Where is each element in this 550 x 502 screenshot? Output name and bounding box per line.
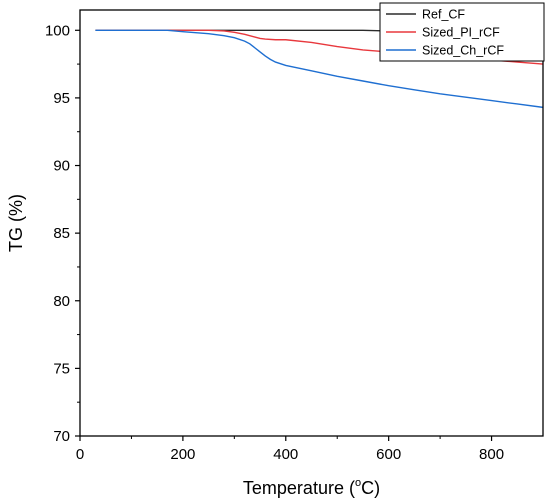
x-axis-title-prefix: Temperature ( xyxy=(243,478,355,498)
series-line-3 xyxy=(95,29,544,109)
x-tick-label: 600 xyxy=(376,446,401,463)
legend-label-1: Ref_CF xyxy=(422,8,465,22)
legend-label-2: Sized_PI_rCF xyxy=(422,26,500,40)
y-tick-label: 100 xyxy=(45,22,70,39)
x-tick-label: 800 xyxy=(479,446,504,463)
y-axis-title: TG (%) xyxy=(6,194,26,252)
plot-frame xyxy=(79,9,544,437)
y-tick-label: 80 xyxy=(53,293,70,310)
x-tick-label: 0 xyxy=(76,446,84,463)
y-tick-label: 75 xyxy=(53,360,70,377)
x-tick-label: 200 xyxy=(170,446,195,463)
x-axis-title-suffix: C) xyxy=(361,478,380,498)
x-axis-title: Temperature (oC) xyxy=(243,477,380,498)
legend: Ref_CF Sized_PI_rCF Sized_Ch_rCF xyxy=(379,2,545,62)
legend-label-3: Sized_Ch_rCF xyxy=(422,44,504,58)
y-tick-label: 95 xyxy=(53,90,70,107)
y-tick-label: 70 xyxy=(53,428,70,445)
axis-layer: 0 200 400 600 800 70 75 80 85 90 95 100 xyxy=(45,22,504,463)
x-tick-label: 400 xyxy=(273,446,298,463)
y-tick-label: 85 xyxy=(53,225,70,242)
y-tick-label: 90 xyxy=(53,158,70,175)
x-axis-title-sup: o xyxy=(355,477,361,489)
